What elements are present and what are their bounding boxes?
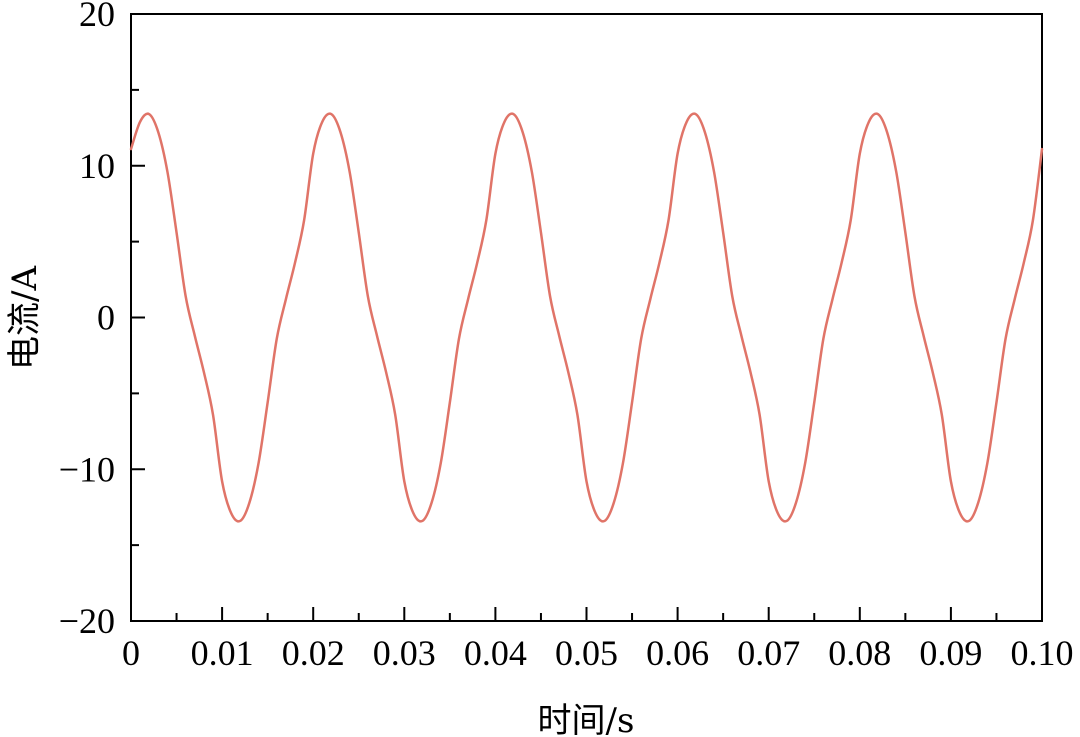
x-tick-label: 0.06 <box>646 633 709 673</box>
x-tick-label: 0.02 <box>282 633 345 673</box>
x-axis-title: 时间/s <box>538 701 635 737</box>
x-tick-label: 0.05 <box>555 633 618 673</box>
y-axis-title: 电流/A <box>5 266 45 370</box>
y-tick-label: −10 <box>59 449 115 489</box>
x-tick-label: 0.09 <box>919 633 982 673</box>
y-tick-label: 20 <box>79 0 115 34</box>
y-tick-label: 0 <box>97 298 115 338</box>
y-tick-label: −20 <box>59 601 115 641</box>
x-tick-label: 0.03 <box>373 633 436 673</box>
x-tick-label: 0.10 <box>1011 633 1074 673</box>
current-waveform-line <box>129 112 1044 523</box>
x-tick-label: 0.07 <box>737 633 800 673</box>
x-tick-label: 0.01 <box>191 633 254 673</box>
y-tick-label: 10 <box>79 146 115 186</box>
x-tick-label: 0.08 <box>828 633 891 673</box>
x-tick-label: 0 <box>122 633 140 673</box>
x-tick-label: 0.04 <box>464 633 527 673</box>
plot-area-frame <box>130 13 1043 622</box>
